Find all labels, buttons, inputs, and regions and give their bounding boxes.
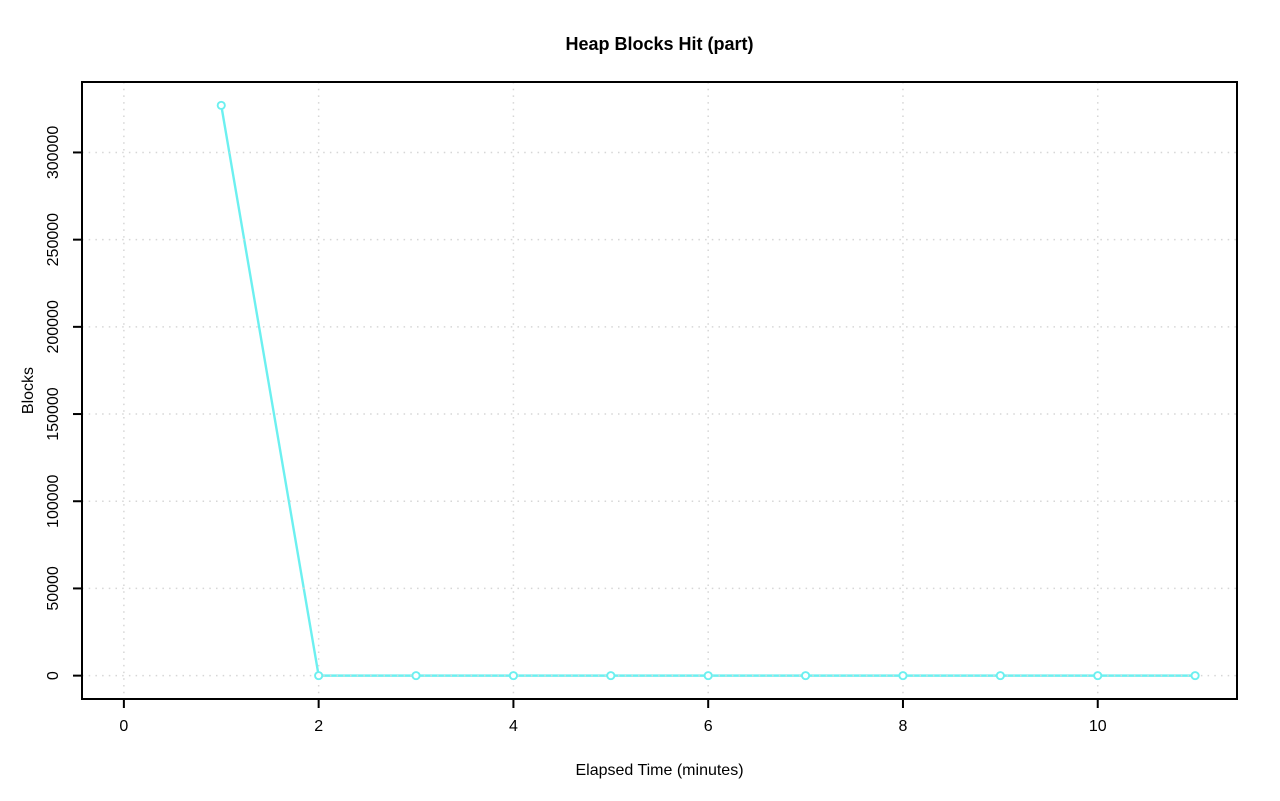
y-tick-label: 50000 [45, 566, 62, 611]
x-axis-label: Elapsed Time (minutes) [575, 762, 743, 779]
data-point [1093, 671, 1103, 681]
data-point [606, 671, 616, 681]
data-point [508, 671, 518, 681]
y-tick-label: 150000 [45, 387, 62, 440]
data-point [314, 671, 324, 681]
tick-labels: 0 2 4 6 8 10 0 50000 100000 150000 200000 250000 300… [45, 126, 1107, 735]
gridlines [82, 82, 1237, 699]
data-point [703, 671, 713, 681]
chart-title: Heap Blocks Hit (part) [565, 34, 753, 54]
data-point [898, 671, 908, 681]
y-axis-label: Blocks [20, 367, 37, 414]
y-tick-label: 100000 [45, 474, 62, 527]
y-tick-label: 300000 [45, 126, 62, 179]
y-tick-label: 0 [45, 671, 62, 680]
axis-ticks [73, 151, 1099, 708]
plot-layers: 0 2 4 6 8 10 0 50000 100000 150000 200000 250000 300… [45, 81, 1238, 735]
data-point [801, 671, 811, 681]
y-tick-label: 250000 [45, 213, 62, 266]
x-tick-label: 10 [1089, 718, 1107, 735]
x-tick-label: 6 [704, 718, 713, 735]
x-tick-label: 0 [119, 718, 128, 735]
plot-box [81, 81, 1238, 700]
x-tick-label: 4 [509, 718, 518, 735]
data-markers [216, 100, 1200, 681]
x-tick-label: 8 [899, 718, 908, 735]
x-tick-label: 2 [314, 718, 323, 735]
data-point [1190, 671, 1200, 681]
data-point [216, 100, 226, 110]
data-point [411, 671, 421, 681]
y-tick-label: 200000 [45, 300, 62, 353]
data-point [995, 671, 1005, 681]
